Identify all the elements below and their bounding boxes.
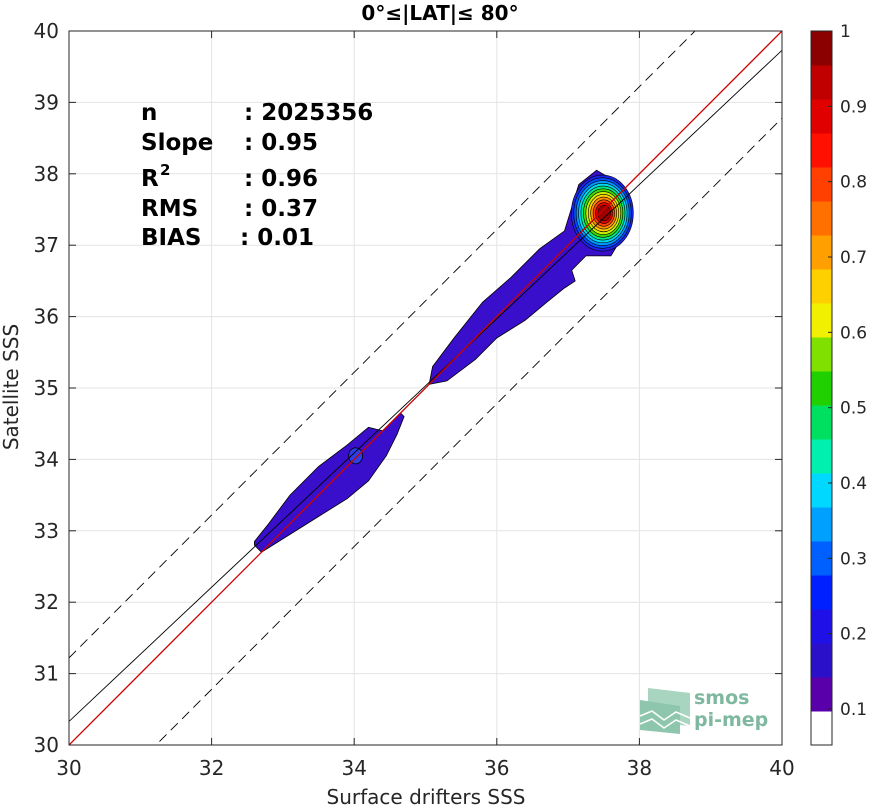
colorbar-tick-label: 0.1 [840,700,867,720]
stat-bias-label: BIAS [141,225,201,251]
x-ticks: 30 32 34 36 38 40 [56,31,795,780]
y-axis-label: Satellite SSS [0,324,23,450]
colorbar-tick-label: 0.4 [840,474,867,494]
y-tick-label: 36 [34,305,59,329]
x-tick-label: 32 [199,756,224,780]
x-tick-label: 38 [627,756,652,780]
chart-title: 0°≤|LAT|≤ 80° [361,1,518,25]
colorbar-segment [811,167,832,202]
colorbar-segment [811,711,832,746]
y-tick-label: 37 [34,233,59,257]
colorbar [810,30,833,746]
y-tick-label: 35 [34,376,59,400]
logo-text-line1: smos [694,687,749,709]
y-tick-label: 34 [34,447,59,471]
colorbar-segment [811,507,832,542]
dashed-lower-bound [155,117,782,745]
stat-slope-label: Slope [141,130,213,156]
y-tick-label: 33 [34,519,59,543]
stat-r2-label: R [141,166,159,192]
stat-n-value: : 2025356 [244,100,373,126]
regression-line [69,49,782,722]
colorbar-segment [811,235,832,270]
colorbar-tick-label: 0.2 [840,625,867,645]
y-tick-label: 30 [34,733,59,757]
y-tick-label: 31 [34,662,59,686]
colorbar-segment [811,541,832,576]
x-axis-label: Surface drifters SSS [327,785,526,808]
logo-icon [639,688,691,734]
colorbar-segment [811,643,832,678]
stat-r2-superscript: 2 [160,161,170,179]
colorbar-tick-label: 0.7 [840,248,867,268]
colorbar-segment [811,609,832,644]
colorbar-tick-label: 0.9 [840,97,867,117]
colorbar-tick-label: 1 [840,22,851,42]
colorbar-tick-label: 0.8 [840,173,867,193]
colorbar-segment [811,31,832,66]
x-tick-label: 40 [769,756,794,780]
density-bump [348,447,364,465]
colorbar-tick-label: 0.3 [840,549,867,569]
colorbar-segment [811,65,832,100]
colorbar-segment [811,99,832,134]
y-tick-label: 40 [34,19,59,43]
identity-line [69,31,782,745]
colorbar-segment [811,201,832,236]
colorbar-tick-label: 0.6 [840,323,867,343]
stat-n-label: n [141,100,157,126]
logo: smos pi-mep [639,687,768,734]
stats-box: n : 2025356 Slope : 0.95 R 2 : 0.96 RMS … [141,100,373,251]
colorbar-segment [811,303,832,338]
logo-text-line2: pi-mep [694,709,768,731]
colorbar-ticks: 0.1 0.2 0.3 0.4 0.5 0.6 0.7 0.8 0.9 1 [828,22,867,720]
y-tick-label: 38 [34,162,59,186]
colorbar-segment [811,133,832,168]
colorbar-tick-label: 0.5 [840,399,867,419]
stat-r2-value: : 0.96 [244,166,318,192]
stat-slope-value: : 0.95 [244,130,318,156]
y-ticks: 30 31 32 33 34 35 36 37 38 39 40 [34,19,782,757]
x-tick-label: 30 [56,756,81,780]
colorbar-segment [811,439,832,474]
stat-rms-value: : 0.37 [244,196,318,222]
x-tick-label: 36 [484,756,509,780]
colorbar-segment [811,371,832,406]
colorbar-segment [811,269,832,304]
colorbar-segment [811,677,832,712]
colorbar-segment [811,473,832,508]
reference-lines [69,31,782,745]
y-tick-label: 39 [34,90,59,114]
colorbar-segment [811,337,832,372]
x-tick-label: 34 [341,756,366,780]
stat-rms-label: RMS [141,196,198,222]
dashed-upper-bound [69,31,696,659]
stat-bias-value: : 0.01 [240,225,314,251]
colorbar-frame [810,30,833,746]
colorbar-segment [811,405,832,440]
y-tick-label: 32 [34,590,59,614]
colorbar-segment [811,575,832,610]
density-region-low [254,412,405,553]
density-hotspot-level [597,205,611,222]
